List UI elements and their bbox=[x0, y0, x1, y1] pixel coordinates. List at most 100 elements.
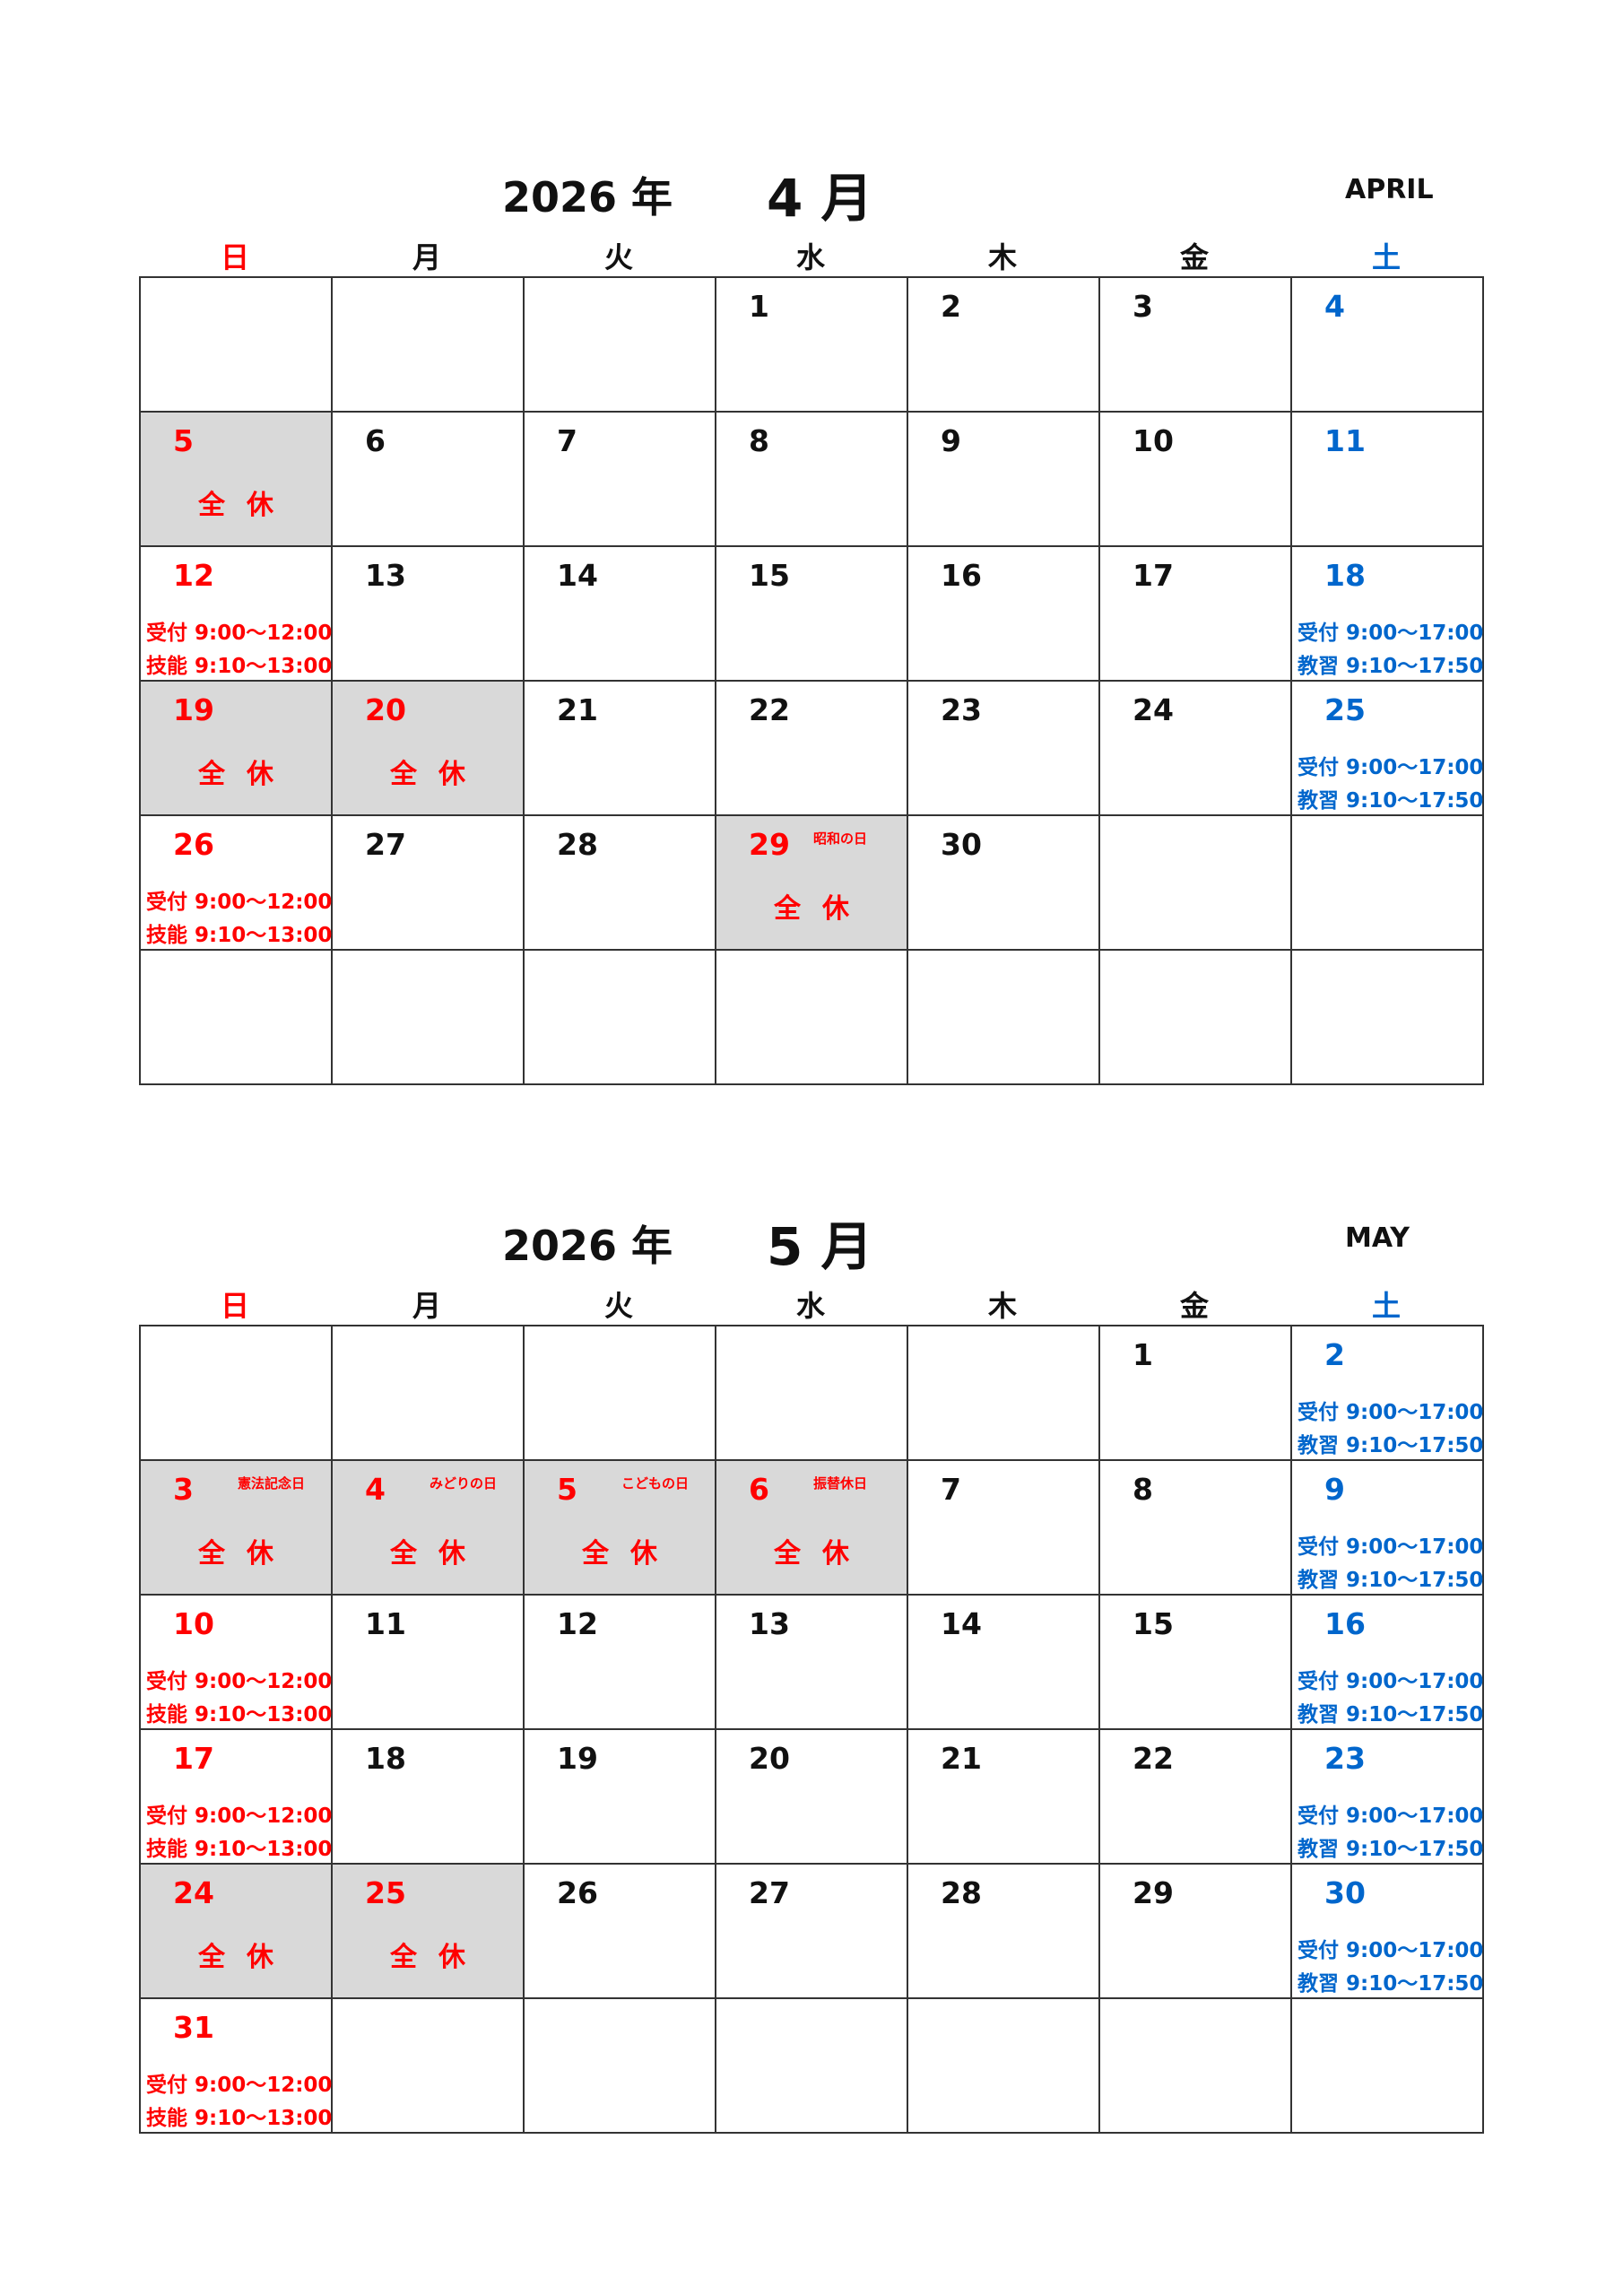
closed-label: 全休 bbox=[390, 1942, 487, 1973]
weekday-label: 金 bbox=[1179, 1289, 1209, 1323]
holiday-name: 憲法記念日 bbox=[238, 1475, 306, 1492]
closed-label: 全休 bbox=[198, 490, 295, 521]
day-cell bbox=[525, 1326, 716, 1461]
weekday-label: 月 bbox=[412, 240, 441, 274]
holiday-name: 昭和の日 bbox=[813, 831, 868, 847]
day-cell bbox=[525, 951, 716, 1085]
day-cell bbox=[1100, 951, 1292, 1085]
hours-line: 受付 9:00～17:00 bbox=[1298, 1939, 1484, 1962]
day-number: 24 bbox=[1133, 692, 1174, 727]
weekday-label: 日 bbox=[220, 1289, 249, 1323]
day-cell: 6 振替休日 全休 bbox=[716, 1461, 908, 1596]
holiday-name: こどもの日 bbox=[621, 1475, 690, 1492]
day-cell bbox=[1292, 951, 1484, 1085]
day-cell: 28 bbox=[908, 1865, 1100, 1999]
weekday-label: 土 bbox=[1371, 240, 1401, 274]
day-cell: 16 受付 9:00～17:00 教習 9:10～17:50 bbox=[1292, 1596, 1484, 1730]
day-cell bbox=[525, 278, 716, 413]
day-number: 31 bbox=[173, 2010, 214, 2045]
calendar-grid: 1 2 受付 9:00～17:00 教習 9:10～17:50 3 憲法記念日 全休 4 みどり… bbox=[139, 1325, 1484, 2134]
day-cell: 21 bbox=[908, 1730, 1100, 1865]
hours-line: 教習 9:10～17:50 bbox=[1298, 1838, 1484, 1861]
hours-line: 教習 9:10～17:50 bbox=[1298, 1972, 1484, 1996]
day-number: 15 bbox=[749, 558, 790, 593]
closed-label: 全休 bbox=[390, 759, 487, 790]
day-number: 6 bbox=[365, 423, 386, 458]
day-cell: 11 bbox=[333, 1596, 525, 1730]
day-cell: 9 受付 9:00～17:00 教習 9:10～17:50 bbox=[1292, 1461, 1484, 1596]
day-number: 8 bbox=[749, 423, 769, 458]
hours-line: 教習 9:10～17:50 bbox=[1298, 1703, 1484, 1726]
day-cell: 20 全休 bbox=[333, 682, 525, 816]
day-cell: 25 全休 bbox=[333, 1865, 525, 1999]
weekday-label: 火 bbox=[603, 240, 633, 274]
hours-line: 技能 9:10～13:00 bbox=[146, 2107, 333, 2130]
day-cell: 22 bbox=[716, 682, 908, 816]
day-cell: 12 bbox=[525, 1596, 716, 1730]
day-cell bbox=[333, 278, 525, 413]
day-number: 30 bbox=[941, 827, 982, 862]
day-cell: 22 bbox=[1100, 1730, 1292, 1865]
hours-line: 受付 9:00～12:00 bbox=[146, 2074, 333, 2097]
day-number: 26 bbox=[557, 1875, 598, 1910]
day-cell bbox=[1100, 816, 1292, 951]
day-cell: 4 みどりの日 全休 bbox=[333, 1461, 525, 1596]
day-number: 3 bbox=[1133, 289, 1153, 324]
day-cell bbox=[1292, 1999, 1484, 2134]
day-number: 2 bbox=[1324, 1337, 1345, 1372]
hours-line: 教習 9:10～17:50 bbox=[1298, 789, 1484, 813]
day-cell: 12 受付 9:00～12:00 技能 9:10～13:00 bbox=[141, 547, 333, 682]
hours-line: 受付 9:00～12:00 bbox=[146, 891, 333, 914]
day-cell: 3 憲法記念日 全休 bbox=[141, 1461, 333, 1596]
hours-line: 受付 9:00～17:00 bbox=[1298, 756, 1484, 779]
weekday-label: 金 bbox=[1179, 240, 1209, 274]
day-cell: 10 受付 9:00～12:00 技能 9:10～13:00 bbox=[141, 1596, 333, 1730]
day-number: 30 bbox=[1324, 1875, 1366, 1910]
title-month: 5 月 bbox=[767, 1216, 873, 1277]
hours-line: 受付 9:00～12:00 bbox=[146, 1805, 333, 1828]
day-number: 22 bbox=[749, 692, 790, 727]
weekday-header: 日月火水木金土 bbox=[139, 1283, 1482, 1325]
day-number: 6 bbox=[749, 1472, 769, 1507]
day-cell: 26 受付 9:00～12:00 技能 9:10～13:00 bbox=[141, 816, 333, 951]
day-cell: 30 受付 9:00～17:00 教習 9:10～17:50 bbox=[1292, 1865, 1484, 1999]
day-cell bbox=[716, 1999, 908, 2134]
day-number: 19 bbox=[557, 1741, 598, 1776]
day-cell bbox=[141, 1326, 333, 1461]
day-cell: 25 受付 9:00～17:00 教習 9:10～17:50 bbox=[1292, 682, 1484, 816]
day-cell bbox=[908, 1326, 1100, 1461]
day-cell: 16 bbox=[908, 547, 1100, 682]
day-number: 5 bbox=[557, 1472, 577, 1507]
weekday-label: 木 bbox=[987, 1289, 1017, 1323]
day-cell: 8 bbox=[716, 413, 908, 547]
day-number: 16 bbox=[1324, 1606, 1366, 1641]
day-cell: 5 全休 bbox=[141, 413, 333, 547]
day-cell bbox=[141, 278, 333, 413]
title-english: MAY bbox=[1345, 1222, 1410, 1254]
day-number: 22 bbox=[1133, 1741, 1174, 1776]
closed-label: 全休 bbox=[582, 1538, 679, 1570]
day-number: 4 bbox=[365, 1472, 386, 1507]
day-cell bbox=[333, 1999, 525, 2134]
day-cell bbox=[716, 951, 908, 1085]
day-cell: 1 bbox=[1100, 1326, 1292, 1461]
day-number: 18 bbox=[365, 1741, 406, 1776]
day-cell bbox=[141, 951, 333, 1085]
day-number: 28 bbox=[557, 827, 598, 862]
day-cell: 30 bbox=[908, 816, 1100, 951]
day-number: 29 bbox=[1133, 1875, 1174, 1910]
day-cell: 4 bbox=[1292, 278, 1484, 413]
day-cell: 27 bbox=[333, 816, 525, 951]
day-cell: 23 受付 9:00～17:00 教習 9:10～17:50 bbox=[1292, 1730, 1484, 1865]
closed-label: 全休 bbox=[198, 1538, 295, 1570]
title-english: APRIL bbox=[1345, 174, 1434, 205]
day-number: 5 bbox=[173, 423, 194, 458]
day-number: 26 bbox=[173, 827, 214, 862]
holiday-name: みどりの日 bbox=[430, 1475, 498, 1492]
day-cell: 14 bbox=[908, 1596, 1100, 1730]
hours-line: 技能 9:10～13:00 bbox=[146, 924, 333, 947]
hours-line: 受付 9:00～12:00 bbox=[146, 622, 333, 645]
day-number: 21 bbox=[941, 1741, 982, 1776]
day-cell: 6 bbox=[333, 413, 525, 547]
hours-line: 受付 9:00～17:00 bbox=[1298, 622, 1484, 645]
